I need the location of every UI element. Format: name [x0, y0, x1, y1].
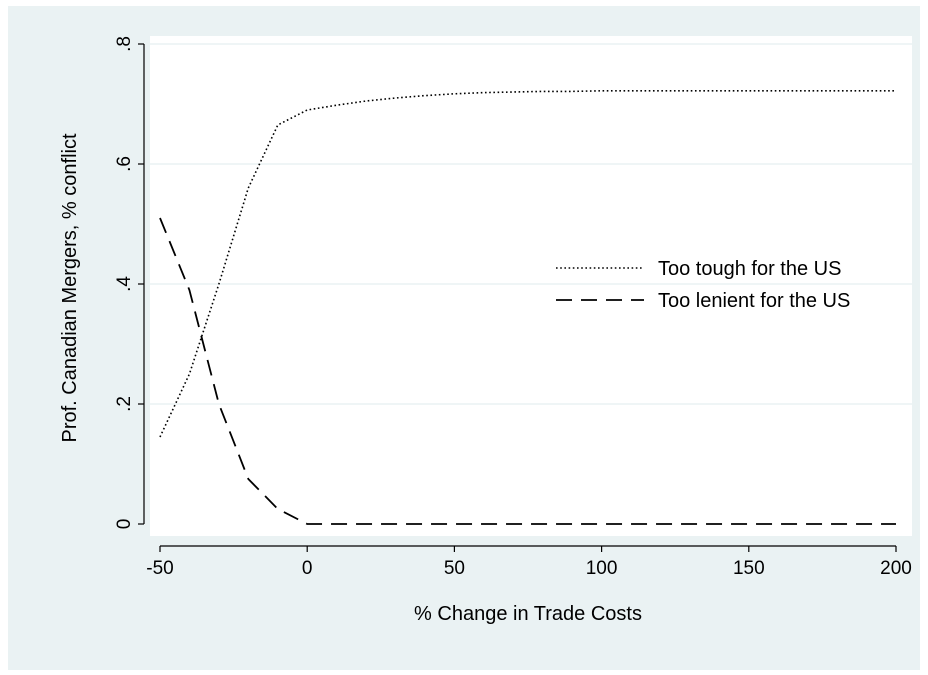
x-tick-label: -50	[146, 558, 173, 579]
chart-frame: 0 .2 .4 .6 .8 -50 0 50 100 150 200 Too tough for …	[8, 6, 920, 670]
x-tick-label: 150	[733, 558, 765, 579]
plot-area	[150, 36, 912, 536]
line-chart: 0 .2 .4 .6 .8 -50 0 50 100 150 200 Too tough for …	[59, 36, 912, 625]
y-tick-label: .2	[114, 396, 135, 412]
y-tick-label: .6	[114, 156, 135, 172]
y-tick-label: 0	[114, 519, 135, 530]
x-axis: -50 0 50 100 150 200	[146, 545, 912, 579]
y-tick-label: .8	[114, 36, 135, 52]
y-axis-title: Prof. Canadian Mergers, % conflict	[59, 133, 81, 442]
legend-label: Too lenient for the US	[658, 290, 850, 312]
y-axis: 0 .2 .4 .6 .8	[114, 36, 145, 530]
grid-lines	[150, 43, 912, 405]
x-tick-label: 50	[444, 558, 465, 579]
y-tick-label: .4	[114, 276, 135, 292]
legend: Too tough for the US Too lenient for the …	[556, 258, 850, 312]
x-tick-label: 100	[586, 558, 618, 579]
x-tick-label: 200	[880, 558, 912, 579]
x-axis-title: % Change in Trade Costs	[414, 603, 642, 625]
series-line-too-tough	[159, 90, 896, 438]
series-layer	[159, 90, 896, 525]
legend-label: Too tough for the US	[658, 258, 841, 280]
x-tick-label: 0	[302, 558, 313, 579]
